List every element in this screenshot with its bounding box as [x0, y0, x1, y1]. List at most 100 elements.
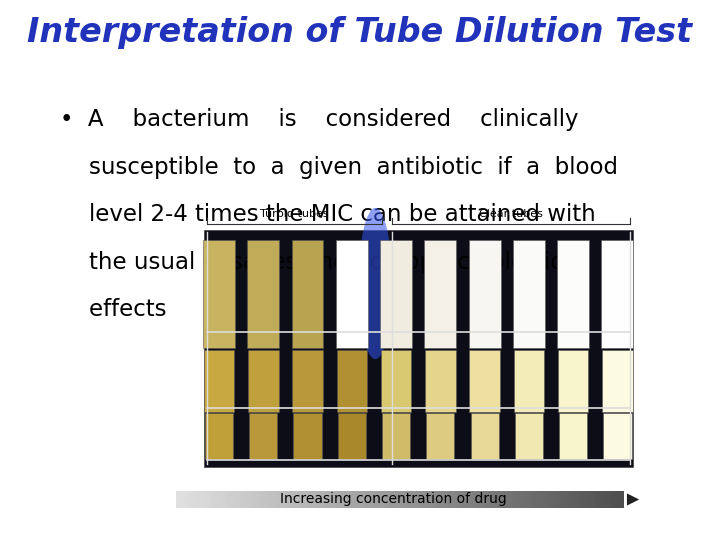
Bar	[493, 491, 497, 508]
Bar	[336, 491, 340, 508]
Bar	[385, 491, 389, 508]
Bar	[258, 491, 262, 508]
Bar	[526, 491, 531, 508]
Bar	[512, 491, 516, 508]
Bar	[557, 491, 560, 508]
Bar	[292, 491, 295, 508]
Bar	[523, 491, 526, 508]
Bar	[497, 491, 500, 508]
Text: level 2-4 times the MIC can be attained with: level 2-4 times the MIC can be attained …	[60, 203, 595, 226]
Bar	[541, 491, 545, 508]
Bar	[235, 491, 240, 508]
Bar	[195, 491, 199, 508]
FancyBboxPatch shape	[603, 414, 631, 459]
Bar	[538, 491, 541, 508]
Bar	[225, 491, 228, 508]
Bar	[310, 491, 314, 508]
Ellipse shape	[359, 208, 392, 359]
Text: Clear tubes: Clear tubes	[479, 208, 543, 219]
Bar	[408, 491, 411, 508]
FancyBboxPatch shape	[248, 240, 279, 348]
Bar	[463, 491, 467, 508]
Bar	[567, 491, 572, 508]
Bar	[437, 491, 441, 508]
Text: Turbid tubes: Turbid tubes	[260, 208, 328, 219]
FancyBboxPatch shape	[558, 350, 588, 411]
FancyBboxPatch shape	[515, 414, 543, 459]
FancyBboxPatch shape	[294, 414, 322, 459]
Bar	[608, 491, 612, 508]
Bar	[254, 491, 258, 508]
Bar	[363, 491, 366, 508]
Bar	[500, 491, 504, 508]
Bar	[444, 491, 449, 508]
Bar	[430, 491, 433, 508]
Bar	[300, 491, 303, 508]
Bar	[318, 491, 322, 508]
Bar	[228, 491, 232, 508]
FancyBboxPatch shape	[426, 414, 454, 459]
Bar	[598, 491, 601, 508]
Bar	[281, 491, 284, 508]
FancyBboxPatch shape	[602, 350, 633, 411]
Bar	[314, 491, 318, 508]
Bar	[329, 491, 333, 508]
Bar	[269, 491, 273, 508]
Bar	[359, 491, 363, 508]
Bar	[519, 491, 523, 508]
Bar	[531, 491, 534, 508]
FancyBboxPatch shape	[469, 350, 500, 411]
FancyBboxPatch shape	[513, 240, 545, 348]
FancyBboxPatch shape	[557, 240, 589, 348]
Bar	[504, 491, 508, 508]
FancyBboxPatch shape	[425, 350, 456, 411]
Bar	[456, 491, 459, 508]
Bar	[351, 491, 355, 508]
FancyBboxPatch shape	[559, 414, 588, 459]
Bar	[325, 491, 329, 508]
Bar	[251, 491, 254, 508]
Bar	[478, 491, 482, 508]
Text: •  A    bacterium    is    considered    clinically: • A bacterium is considered clinically	[60, 108, 578, 131]
Bar	[396, 491, 400, 508]
Bar	[620, 491, 624, 508]
Bar	[516, 491, 519, 508]
Bar	[348, 491, 351, 508]
FancyBboxPatch shape	[204, 230, 633, 467]
Bar	[575, 491, 579, 508]
Bar	[418, 491, 422, 508]
Bar	[262, 491, 266, 508]
Bar	[582, 491, 586, 508]
Bar	[508, 491, 512, 508]
Bar	[247, 491, 251, 508]
Bar	[422, 491, 426, 508]
Bar	[381, 491, 385, 508]
Bar	[240, 491, 243, 508]
Bar	[586, 491, 590, 508]
Bar	[213, 491, 217, 508]
Bar	[415, 491, 418, 508]
Bar	[549, 491, 553, 508]
FancyBboxPatch shape	[205, 414, 233, 459]
Bar	[184, 491, 187, 508]
Bar	[344, 491, 348, 508]
Bar	[366, 491, 370, 508]
FancyBboxPatch shape	[248, 350, 279, 411]
Bar	[377, 491, 381, 508]
Bar	[471, 491, 474, 508]
FancyBboxPatch shape	[424, 240, 456, 348]
FancyBboxPatch shape	[381, 350, 411, 411]
Bar	[411, 491, 415, 508]
Bar	[545, 491, 549, 508]
Bar	[370, 491, 374, 508]
Bar	[534, 491, 538, 508]
Bar	[560, 491, 564, 508]
Bar	[482, 491, 485, 508]
Text: susceptible  to  a  given  antibiotic  if  a  blood: susceptible to a given antibiotic if a b…	[60, 156, 618, 179]
Bar	[459, 491, 463, 508]
Bar	[490, 491, 493, 508]
Bar	[579, 491, 582, 508]
FancyBboxPatch shape	[601, 240, 634, 348]
Bar	[605, 491, 608, 508]
Bar	[191, 491, 195, 508]
